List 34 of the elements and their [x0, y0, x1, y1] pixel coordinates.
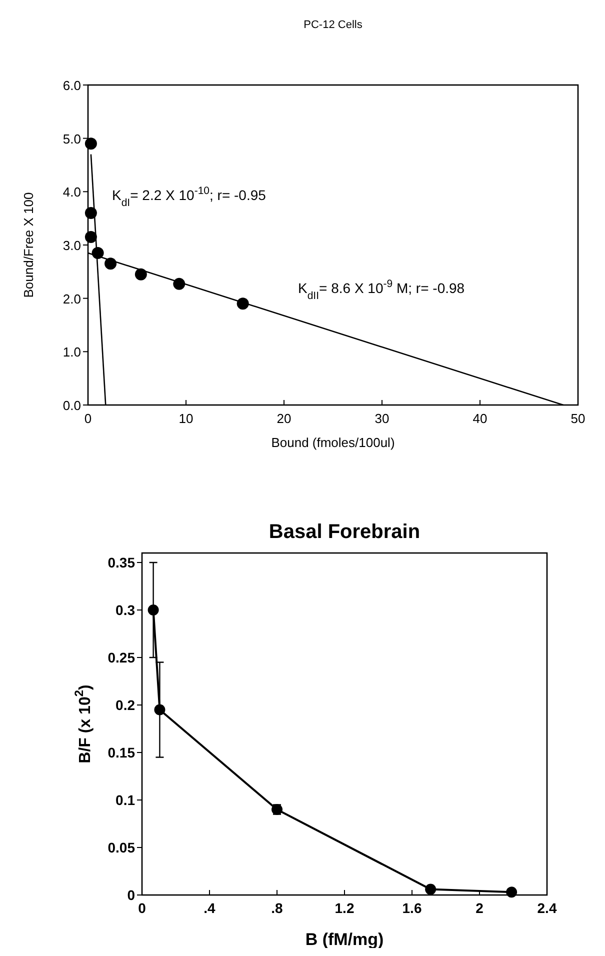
x-tick-label: 20 [276, 411, 292, 426]
chart-title: PC-12 Cells [304, 19, 363, 31]
y-tick-label: 0.2 [116, 697, 136, 713]
y-tick-label: 0.35 [108, 554, 136, 570]
y-tick-label: 0.05 [108, 840, 136, 856]
x-tick-label: 0 [84, 411, 92, 426]
x-tick-label: 30 [374, 411, 390, 426]
y-tick-label: 0.1 [116, 792, 136, 808]
x-tick-label: 50 [570, 411, 586, 426]
y-tick-label: 2.0 [62, 291, 81, 306]
y-tick-label: 5.0 [62, 131, 81, 146]
x-tick-label: 2.4 [537, 900, 557, 916]
x-tick-label: 0 [138, 900, 146, 916]
annotation: K$_{dI}$= 2.2 X 10$^{-10}$; r= -0.95 [112, 185, 266, 209]
chart-title: Basal Forebrain [268, 521, 420, 543]
x-tick-label: 1.2 [334, 900, 354, 916]
y-tick-label: 4.0 [62, 184, 81, 200]
x-tick-label: .4 [204, 900, 216, 916]
annotation: K$_{dII}$= 8.6 X 10$^{-9}$ M; r= -0.98 [298, 278, 465, 302]
y-tick-label: 0.15 [108, 744, 136, 760]
x-axis-title: Bound (fmoles/100ul) [271, 435, 395, 450]
y-tick-label: 1.0 [62, 344, 81, 360]
y-tick-label: 6.0 [62, 78, 81, 93]
x-tick-label: 40 [472, 411, 488, 426]
y-tick-label: 0 [127, 887, 136, 903]
x-tick-label: 2 [476, 900, 484, 916]
x-tick-label: .8 [271, 900, 284, 916]
y-tick-label: 0.25 [108, 650, 136, 666]
x-tick-label: 1.6 [402, 900, 422, 916]
y-tick-label: 0.0 [62, 398, 81, 413]
y-tick-label: 3.0 [62, 238, 81, 253]
y-tick-label: 0.3 [116, 602, 136, 618]
x-tick-label: 10 [178, 411, 194, 426]
y-axis-title: Bound/Free X 100 [21, 192, 36, 298]
